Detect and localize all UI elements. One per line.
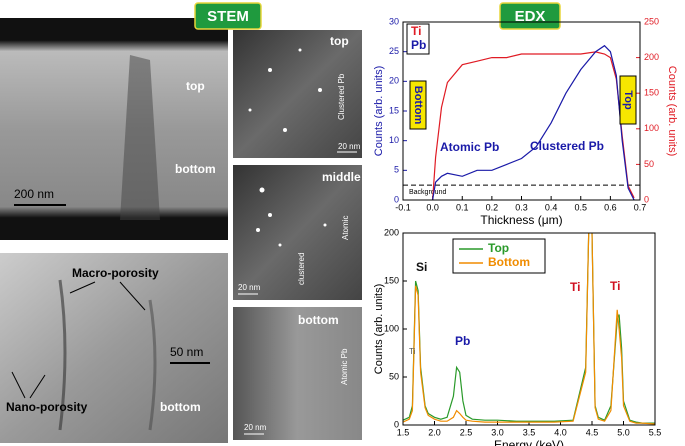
annotation-box [409,80,427,130]
image-label: Macro-porosity [72,266,159,280]
y-tick-label: 30 [389,16,399,26]
image-label: top [186,79,205,93]
scale-label: 200 nm [14,187,54,201]
legend-box [452,238,546,274]
x-tick-label: 0.1 [456,202,469,212]
plot-frame [402,232,656,426]
x-tick-label: 4.5 [586,427,599,437]
plot-frame [402,21,641,201]
scale-label: 20 nm [238,283,261,292]
stem-image-small-bottom: bottom Atomic Pb 20 nm [233,307,362,440]
x-axis-label: Thickness (μm) [480,213,562,227]
x-tick-label: 0.2 [486,202,499,212]
image-label: top [330,34,349,48]
arrow [11,371,26,399]
image-note: Atomic Pb [340,348,349,385]
series-line [403,233,655,425]
legend-box [406,23,430,55]
annotation: Ti [570,280,580,294]
y-tick-label: 5 [394,165,399,175]
series-line [432,51,635,200]
image-note: clustered [297,253,306,285]
image-label: middle [322,170,361,184]
y-tick-label: 10 [389,135,399,145]
arrow [69,281,96,294]
image-note: Atomic [341,216,350,240]
legend-label: Ti [411,24,421,38]
arrow [119,281,146,311]
x-tick-label: 0.0 [426,202,439,212]
y-tick-label: 200 [384,227,399,237]
annotation: Atomic Pb [440,140,499,154]
badge [194,2,262,30]
x-tick-label: 2.5 [460,427,473,437]
scale-label: 50 nm [170,345,203,359]
x-tick-label: 0.5 [574,202,587,212]
legend-label: Pb [411,38,426,52]
y-tick-label: 50 [389,371,399,381]
x-tick-label: -0.1 [395,202,411,212]
image-label: bottom [298,313,339,327]
x-tick-label: 2.0 [428,427,441,437]
image-label: bottom [175,162,216,176]
image-label: bottom [160,400,201,414]
series-line [432,44,635,200]
y-axis-label: Counts (arb. units) [373,284,385,374]
x-tick-label: 0.7 [634,202,647,212]
annotation: Top [622,90,634,110]
scale-label: 20 nm [244,423,267,432]
y-tick-label: 100 [384,323,399,333]
y2-tick-label: 200 [644,52,659,62]
stem-image-small-middle: middle clustered Atomic 20 nm [233,165,362,300]
y2-axis-label: Counts (arb. units) [666,66,678,156]
stem-image-small-top: top Clustered Pb 20 nm [233,30,362,158]
legend-label: Top [488,241,509,255]
y-tick-label: 20 [389,76,399,86]
stem-image-large-bottom: Macro-porosity 50 nm Nano-porosity botto… [0,253,228,443]
y-tick-label: 0 [394,194,399,204]
y-tick-label: 150 [384,275,399,285]
y-tick-label: 0 [394,419,399,429]
y2-tick-label: 50 [644,159,654,169]
annotation: Ti [610,279,620,293]
x-tick-label: 0.4 [545,202,558,212]
x-tick-label: 1.5 [397,427,410,437]
x-tick-label: 4.0 [554,427,567,437]
legend-label: Bottom [488,255,530,269]
x-tick-label: 3.0 [491,427,504,437]
annotation-box [619,75,637,125]
x-tick-label: 5.5 [649,427,662,437]
y-tick-label: 25 [389,46,399,56]
x-tick-label: 0.3 [515,202,528,212]
y2-tick-label: 150 [644,88,659,98]
y2-tick-label: 100 [644,123,659,133]
arrow [29,374,46,399]
image-note: Clustered Pb [337,73,346,120]
y-tick-label: 15 [389,105,399,115]
chart: 1.5 2.0 2.5 3.0 3.5 4.0 4.5 5.0 5.5 0 50 100 150 200 E… [373,227,662,446]
image-label: Nano-porosity [6,400,88,414]
annotation: Bottom [412,86,424,125]
annotation: Si [416,260,427,274]
badge-label: STEM [207,8,249,25]
x-axis-label: Energy (keV) [494,438,564,446]
y2-tick-label: 0 [644,194,649,204]
x-tick-label: 5.0 [617,427,630,437]
chart: -0.1 0.0 0.1 0.2 0.3 0.4 0.5 0.6 0.7051015202530… [373,16,678,227]
background-label: Background [409,189,446,196]
y2-tick-label: 250 [644,16,659,26]
annotation: Clustered Pb [530,139,604,153]
y-axis-label: Counts (arb. units) [373,66,385,156]
scale-label: 20 nm [338,142,361,151]
x-tick-label: 0.6 [604,202,617,212]
x-tick-label: 3.5 [523,427,536,437]
annotation: Ti [409,347,416,356]
stem-image-large-top: top bottom 200 nm [0,18,228,240]
badge-label: EDX [515,8,546,25]
annotation: Pb [455,334,470,348]
